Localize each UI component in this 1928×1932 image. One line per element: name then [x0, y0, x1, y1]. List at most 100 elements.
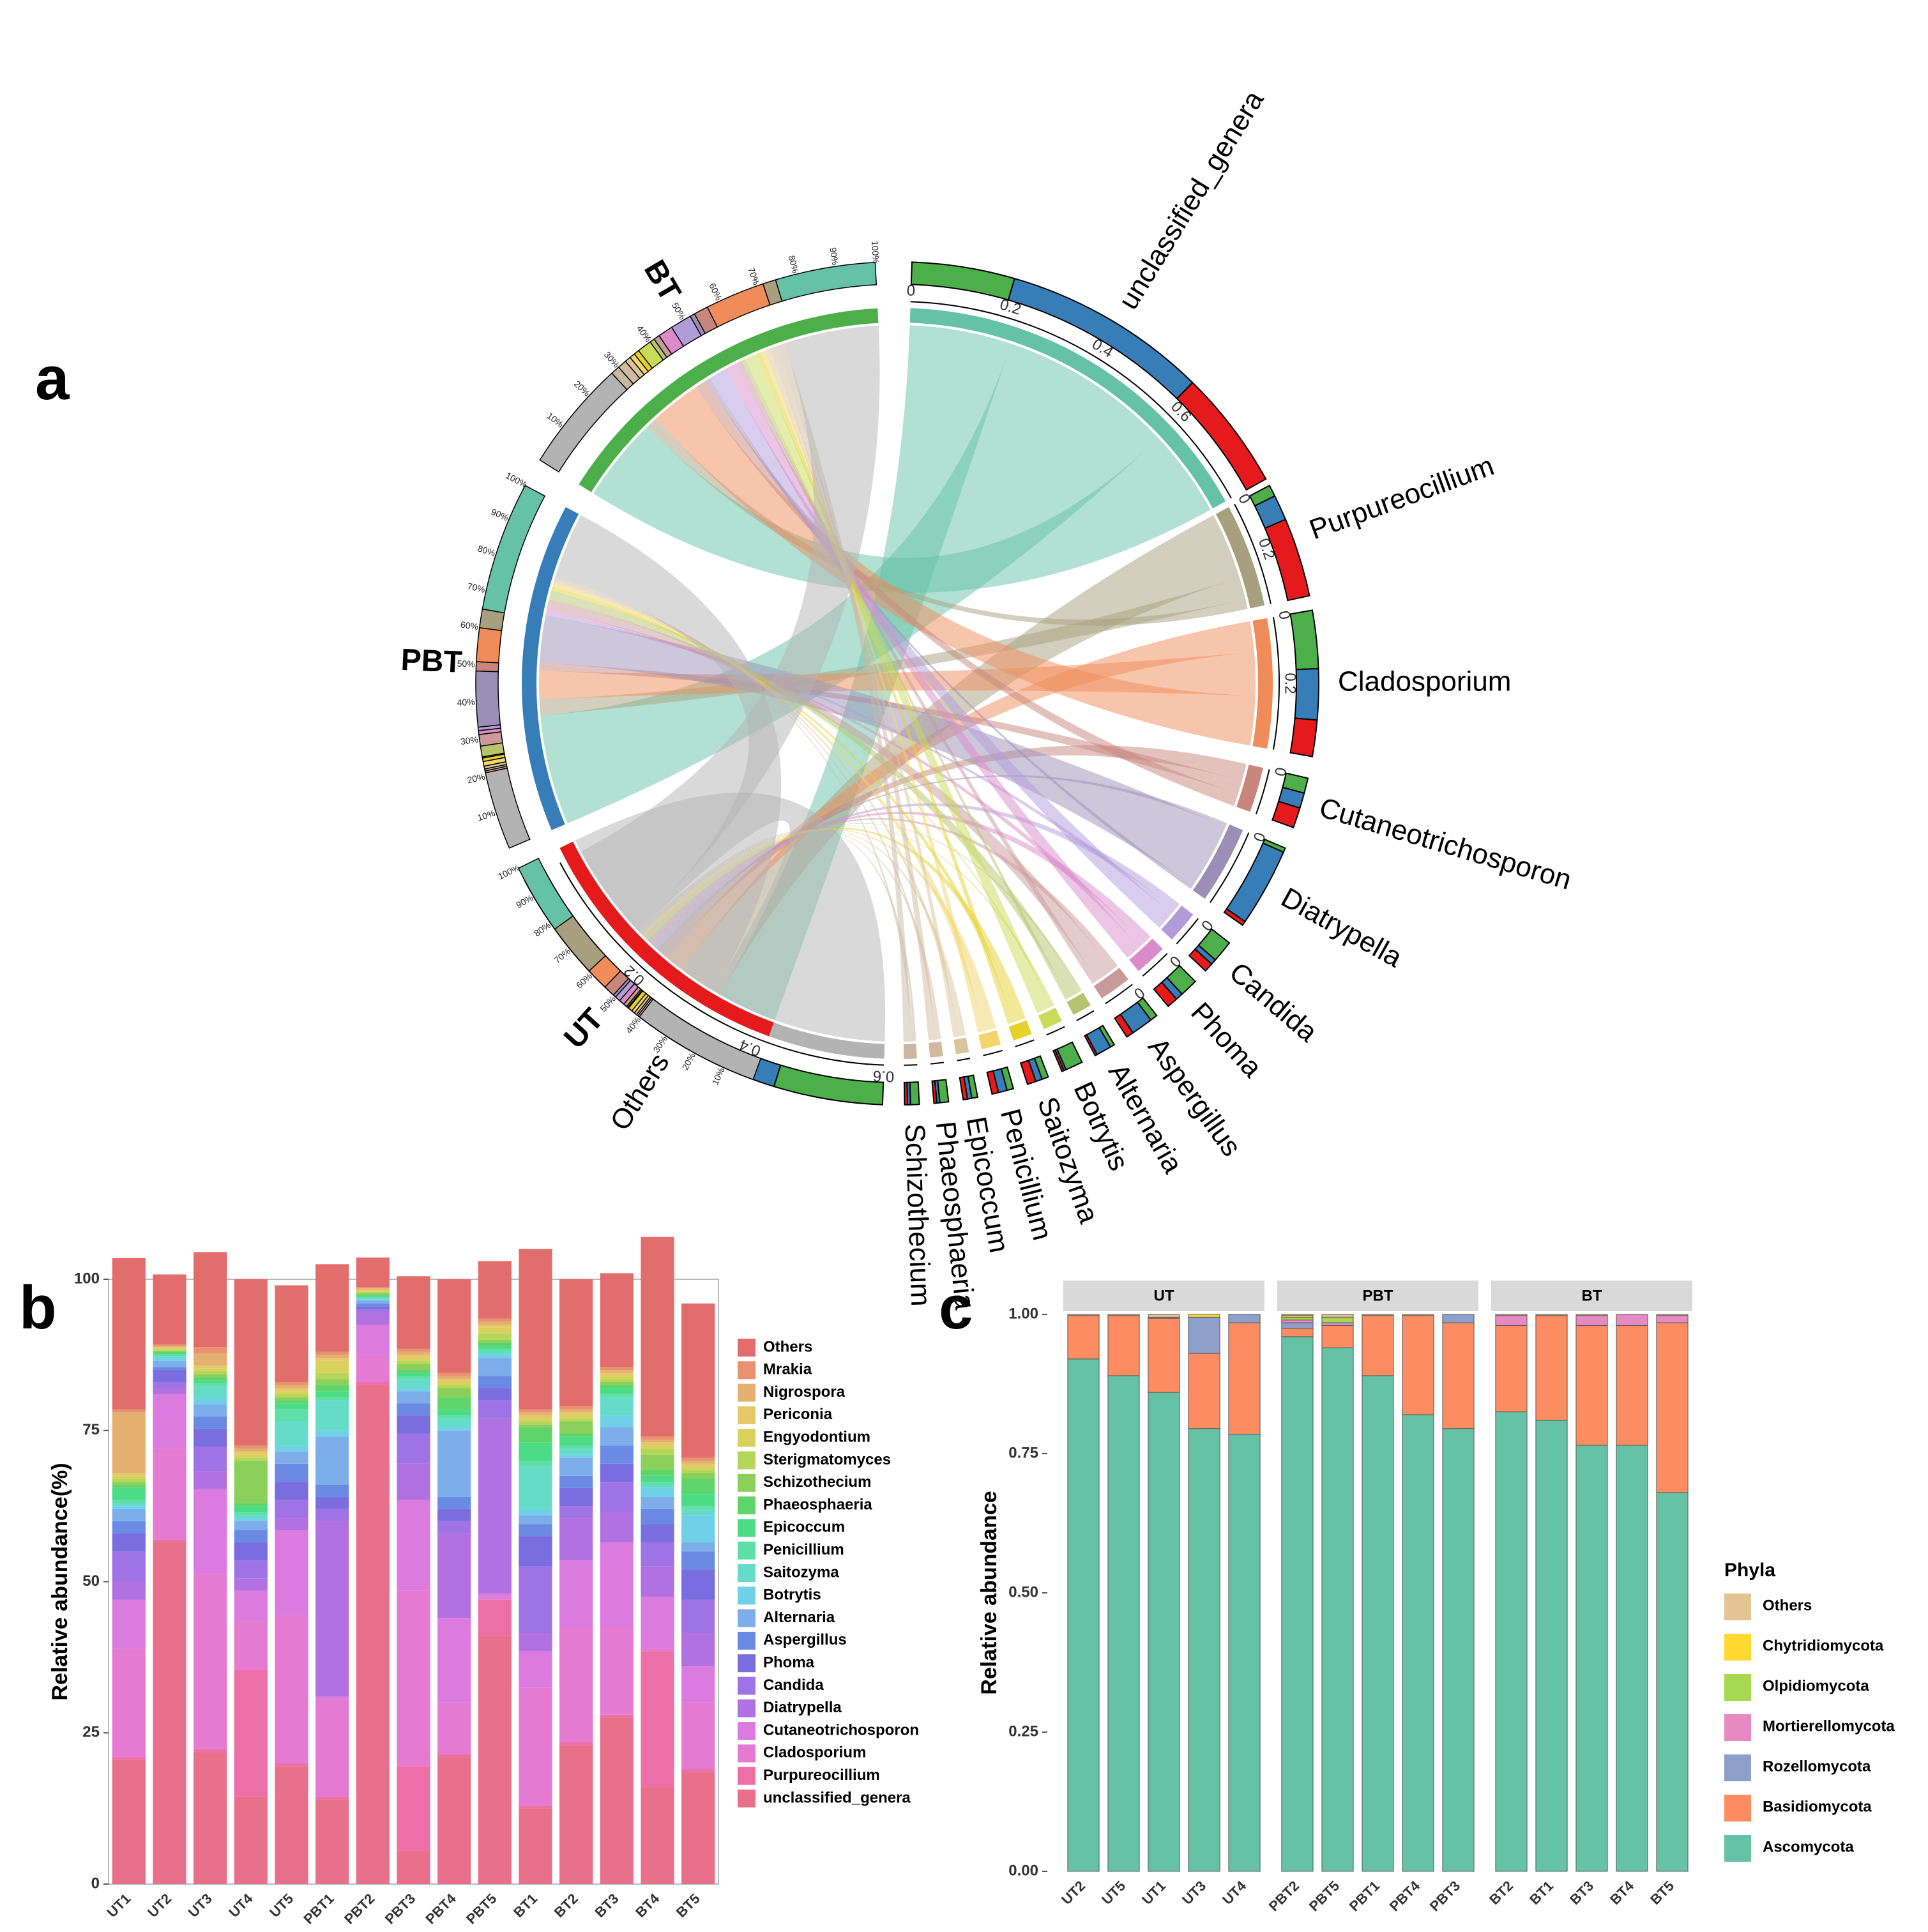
- legend-swatch-others: [738, 1339, 755, 1357]
- group-label-pbt: PBT: [400, 643, 463, 680]
- bar-segment-saitozyma-bt5: [681, 1509, 715, 1516]
- bar-segment-botrytis-bt1: [519, 1509, 552, 1516]
- bar-segment-phoma-ut3: [194, 1428, 227, 1447]
- percent-tick: 10%: [545, 411, 565, 430]
- x-tick-label: UT4: [225, 1890, 256, 1921]
- panel-letter-a: a: [35, 344, 70, 413]
- legend-swatch-unclassified-genera: [738, 1790, 755, 1807]
- percent-tick: 90%: [490, 506, 510, 523]
- bar-segment-diatrypella-bt4: [641, 1566, 674, 1597]
- chord-ribbon-purpureocillium-pbt: [539, 577, 1246, 716]
- genus-axis-cutaneotrichosporon: [1256, 769, 1270, 814]
- bar-segment-epicoccum-ut3: [194, 1380, 227, 1383]
- bar-segment-botrytis-bt3: [600, 1415, 634, 1428]
- bar-segment-botrytis-ut3: [194, 1398, 227, 1405]
- bar-segment-sterigmatomyces-bt1: [519, 1421, 552, 1425]
- genus-outer-bar-epicoccum-ut: [959, 1076, 969, 1101]
- genus-axis-aspergillus: [1105, 984, 1133, 1005]
- genus-outer-bar-penicillium-ut: [986, 1070, 999, 1095]
- x-tick-label: UT1: [1139, 1878, 1169, 1908]
- bar-segment-saitozyma-pbt4: [437, 1418, 471, 1428]
- bar-segment-nigrospora-ut1: [112, 1412, 146, 1473]
- y-tick-label: 100: [74, 1270, 100, 1287]
- genus-outer-bar-diatrypella-pbt: [1226, 842, 1285, 923]
- bar-segment-sterigmatomyces-pbt3: [397, 1360, 430, 1364]
- bar-segment-schizothecium-pbt3: [397, 1364, 430, 1371]
- legend-label-saitozyma: Saitozyma: [763, 1563, 839, 1581]
- bar-segment-purpureocillium-ut2: [153, 1539, 186, 1542]
- chord-ribbon-cladosporium-bt: [655, 387, 1256, 746]
- bar-segment-alternaria-ut1: [112, 1509, 146, 1521]
- y-axis-title: Relative abundance(%): [48, 1463, 72, 1700]
- bar-segment-ascomycota-bt5: [1656, 1492, 1689, 1872]
- bar-segment-cladosporium-bt2: [559, 1627, 593, 1742]
- bar-segment-others-pbt4: [437, 1279, 471, 1373]
- x-tick-label: BT4: [632, 1890, 663, 1921]
- bar-segment-periconia-bt5: [681, 1463, 715, 1467]
- bar-segment-diatrypella-pbt2: [356, 1312, 390, 1325]
- legend-label-others: Others: [1763, 1597, 1812, 1614]
- genus-arc-epicoccum: [953, 1037, 969, 1054]
- genus-label-phoma: Phoma: [1185, 996, 1268, 1083]
- bar-segment-ascomycota-ut1: [1148, 1392, 1180, 1872]
- bar-segment-saitozyma-bt1: [519, 1466, 552, 1509]
- bar-segment-mrakia-bt3: [600, 1367, 634, 1371]
- genus-stacked-bar-chart: UT1 UT2 UT3 UT4 UT5 PBT1 PBT2 PBT3 PBT4 PBT5 BT1 BT…: [48, 1236, 919, 1927]
- bar-segment-cladosporium-bt5: [681, 1702, 715, 1770]
- x-tick-label: BT5: [673, 1890, 703, 1921]
- bar-segment-aspergillus-pbt1: [315, 1484, 349, 1497]
- bar-segment-periconia-ut1: [112, 1473, 146, 1476]
- bar-segment-diatrypella-bt5: [681, 1632, 715, 1667]
- legend-swatch-phaeosphaeria: [738, 1496, 755, 1515]
- legend-label-engyodontium: Engyodontium: [763, 1429, 870, 1446]
- percent-tick: 40%: [457, 697, 475, 708]
- bar-segment-basidiomycota-pbt1: [1362, 1315, 1394, 1376]
- legend-label-periconia: Periconia: [763, 1406, 833, 1423]
- bar-segment-epicoccum-bt3: [600, 1388, 634, 1394]
- bar-segment-candida-ut5: [275, 1500, 308, 1519]
- bar-segment-epicoccum-pbt1: [315, 1391, 349, 1397]
- bar-segment-others-ut1: [1148, 1314, 1180, 1318]
- bar-segment-botrytis-ut2: [153, 1358, 186, 1361]
- bar-segment-diatrypella-bt1: [519, 1632, 552, 1652]
- chord-ribbon-phoma-bt: [725, 363, 1140, 958]
- group-label-bt: BT: [637, 255, 687, 307]
- genus-outer-bar-unclassified-genera-ut: [1176, 381, 1267, 491]
- bar-segment-cutaneotrichosporon-ut3: [194, 1489, 227, 1574]
- x-tick-label: UT3: [185, 1890, 215, 1921]
- genus-axis-others: [559, 862, 884, 1066]
- genus-label-diatrypella: Diatrypella: [1276, 882, 1408, 974]
- bar-segment-engyodontium-pbt1: [315, 1360, 349, 1373]
- bar-segment-mortierellomycota-pbt5: [1321, 1322, 1354, 1326]
- bar-segment-phoma-ut4: [234, 1542, 268, 1561]
- bar-segment-mrakia-bt2: [559, 1406, 593, 1410]
- percent-tick: 60%: [460, 620, 479, 632]
- bar-segment-schizothecium-ut3: [194, 1374, 227, 1378]
- group-outer-bar-bt-unclassified-genera: [775, 262, 877, 302]
- facet-strip-label: UT: [1154, 1287, 1174, 1304]
- legend-swatch-schizothecium: [738, 1473, 755, 1492]
- bar-segment-others-pbt3: [397, 1276, 430, 1349]
- bar-segment-alternaria-pbt3: [397, 1391, 430, 1404]
- bar-segment-ascomycota-ut5: [1107, 1375, 1140, 1872]
- genus-axis-phoma: [1142, 953, 1168, 977]
- percent-tick: 10%: [476, 808, 497, 823]
- bar-segment-others-pbt2: [356, 1257, 390, 1288]
- genus-axis-unclassified-genera: [910, 301, 1232, 499]
- bar-segment-ascomycota-ut4: [1228, 1433, 1261, 1872]
- bar-segment-epicoccum-pbt2: [356, 1295, 390, 1297]
- genus-arc-purpureocillium: [1215, 506, 1265, 609]
- percent-tick: 10%: [710, 1066, 726, 1086]
- bar-segment-cladosporium-pbt2: [356, 1355, 390, 1382]
- bar-segment-cutaneotrichosporon-ut1: [112, 1599, 146, 1648]
- bar-segment-penicillium-ut3: [194, 1383, 227, 1387]
- bar-segment-diatrypella-ut3: [194, 1471, 227, 1489]
- bar-segment-ascomycota-pbt1: [1362, 1375, 1394, 1872]
- bar-segment-engyodontium-pbt3: [397, 1358, 430, 1361]
- bar-segment-others-pbt1: [1362, 1314, 1394, 1316]
- bar-segment-engyodontium-bt2: [559, 1415, 593, 1419]
- bar-segment-cutaneotrichosporon-bt1: [519, 1651, 552, 1688]
- y-tick-label: 0.75: [1008, 1444, 1038, 1461]
- x-tick-label: PBT4: [422, 1890, 459, 1927]
- bar-segment-cladosporium-ut4: [234, 1621, 268, 1670]
